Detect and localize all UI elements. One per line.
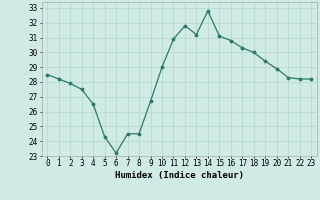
X-axis label: Humidex (Indice chaleur): Humidex (Indice chaleur) bbox=[115, 171, 244, 180]
